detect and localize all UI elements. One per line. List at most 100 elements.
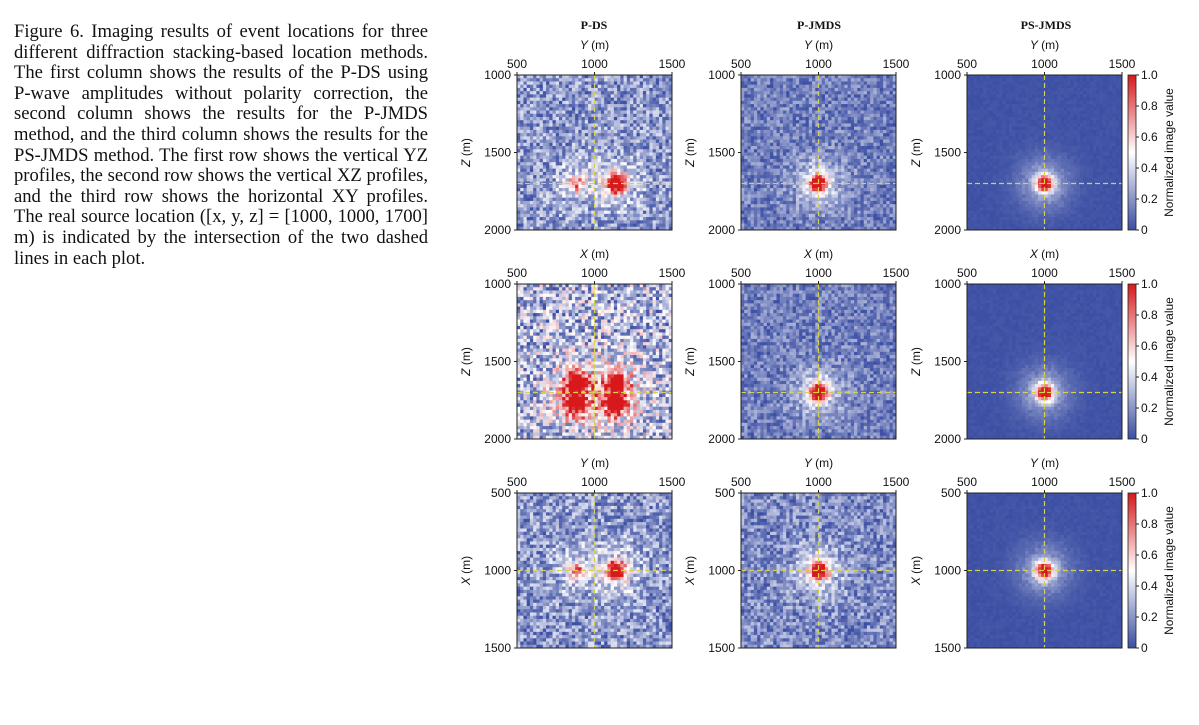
heatmap-cell bbox=[536, 94, 540, 98]
heatmap-cell bbox=[1061, 81, 1065, 85]
heatmap-cell bbox=[848, 120, 852, 124]
heatmap-cell bbox=[764, 172, 768, 176]
heatmap-cell bbox=[980, 78, 984, 82]
heatmap-cell bbox=[562, 201, 566, 205]
heatmap-cell bbox=[783, 101, 787, 105]
heatmap-cell bbox=[540, 123, 544, 127]
heatmap-cell bbox=[890, 162, 894, 166]
heatmap-cell bbox=[854, 101, 858, 105]
heatmap-cell bbox=[1022, 75, 1026, 79]
heatmap-cell bbox=[857, 224, 861, 228]
heatmap-cell bbox=[556, 169, 560, 173]
heatmap-cell bbox=[838, 211, 842, 215]
heatmap-cell bbox=[870, 104, 874, 108]
heatmap-cell bbox=[870, 169, 874, 173]
heatmap-cell bbox=[751, 98, 755, 102]
heatmap-cell bbox=[773, 175, 777, 179]
heatmap-cell bbox=[614, 104, 618, 108]
heatmap-cell bbox=[607, 123, 611, 127]
heatmap-cell bbox=[640, 78, 644, 82]
heatmap-cell bbox=[562, 162, 566, 166]
heatmap-cell bbox=[653, 98, 657, 102]
heatmap-cell bbox=[741, 101, 745, 105]
heatmap-cell bbox=[624, 198, 628, 202]
heatmap-cell bbox=[825, 127, 829, 131]
heatmap-cell bbox=[553, 117, 557, 121]
heatmap-cell bbox=[783, 165, 787, 169]
heatmap-cell bbox=[627, 159, 631, 163]
heatmap-cell bbox=[659, 149, 663, 153]
heatmap-cell bbox=[1112, 85, 1116, 89]
heatmap-cell bbox=[617, 101, 621, 105]
heatmap-cell bbox=[543, 169, 547, 173]
heatmap-cell bbox=[640, 136, 644, 140]
heatmap-cell bbox=[886, 136, 890, 140]
heatmap-cell bbox=[822, 201, 826, 205]
heatmap-cell bbox=[640, 156, 644, 160]
heatmap-cell bbox=[873, 207, 877, 211]
heatmap-cell bbox=[1080, 88, 1084, 92]
heatmap-cell bbox=[783, 172, 787, 176]
heatmap-cell bbox=[783, 143, 787, 147]
heatmap-cell bbox=[770, 159, 774, 163]
heatmap-cell bbox=[633, 201, 637, 205]
heatmap-cell bbox=[517, 75, 521, 79]
heatmap-cell bbox=[1106, 94, 1110, 98]
x-axis-label: Y (m) bbox=[804, 38, 833, 52]
heatmap-cell bbox=[883, 220, 887, 224]
heatmap-cell bbox=[601, 207, 605, 211]
heatmap-cell bbox=[890, 101, 894, 105]
heatmap-cell bbox=[523, 153, 527, 157]
heatmap-cell bbox=[640, 153, 644, 157]
heatmap-cell bbox=[520, 188, 524, 192]
heatmap-cell bbox=[873, 101, 877, 105]
heatmap-cell bbox=[1074, 91, 1078, 95]
heatmap-cell bbox=[773, 201, 777, 205]
heatmap-cell bbox=[844, 140, 848, 144]
heatmap-cell bbox=[607, 175, 611, 179]
heatmap-cell bbox=[653, 101, 657, 105]
heatmap-cell bbox=[822, 153, 826, 157]
heatmap-cell bbox=[870, 165, 874, 169]
heatmap-cell bbox=[770, 214, 774, 218]
heatmap-cell bbox=[877, 111, 881, 115]
heatmap-cell bbox=[767, 94, 771, 98]
heatmap-cell bbox=[754, 207, 758, 211]
heatmap-cell bbox=[806, 146, 810, 150]
heatmap-cell bbox=[630, 175, 634, 179]
heatmap-cell bbox=[760, 159, 764, 163]
heatmap-cell bbox=[883, 98, 887, 102]
heatmap-cell bbox=[627, 123, 631, 127]
heatmap-cell bbox=[844, 75, 848, 79]
heatmap-cell bbox=[536, 127, 540, 131]
heatmap-cell bbox=[767, 165, 771, 169]
heatmap-cell bbox=[627, 143, 631, 147]
heatmap-cell bbox=[559, 220, 563, 224]
heatmap-cell bbox=[659, 143, 663, 147]
heatmap-cell bbox=[744, 201, 748, 205]
heatmap-cell bbox=[611, 127, 615, 131]
heatmap-cell bbox=[659, 85, 663, 89]
heatmap-cell bbox=[630, 130, 634, 134]
heatmap-cell bbox=[857, 159, 861, 163]
heatmap-cell bbox=[777, 217, 781, 221]
heatmap-cell bbox=[649, 204, 653, 208]
heatmap-cell bbox=[799, 127, 803, 131]
heatmap-cell bbox=[540, 117, 544, 121]
heatmap-cell bbox=[569, 136, 573, 140]
heatmap-cell bbox=[546, 188, 550, 192]
heatmap-cell bbox=[666, 201, 670, 205]
heatmap-cell bbox=[1103, 94, 1107, 98]
heatmap-cell bbox=[877, 224, 881, 228]
heatmap-cell bbox=[630, 172, 634, 176]
heatmap-cell bbox=[1022, 81, 1026, 85]
heatmap-cell bbox=[757, 204, 761, 208]
heatmap-cell bbox=[636, 204, 640, 208]
heatmap-cell bbox=[546, 175, 550, 179]
heatmap-cell bbox=[806, 127, 810, 131]
heatmap-cell bbox=[1006, 91, 1010, 95]
heatmap-cell bbox=[796, 188, 800, 192]
heatmap-cell bbox=[796, 85, 800, 89]
heatmap-cell bbox=[796, 140, 800, 144]
heatmap-cell bbox=[530, 188, 534, 192]
